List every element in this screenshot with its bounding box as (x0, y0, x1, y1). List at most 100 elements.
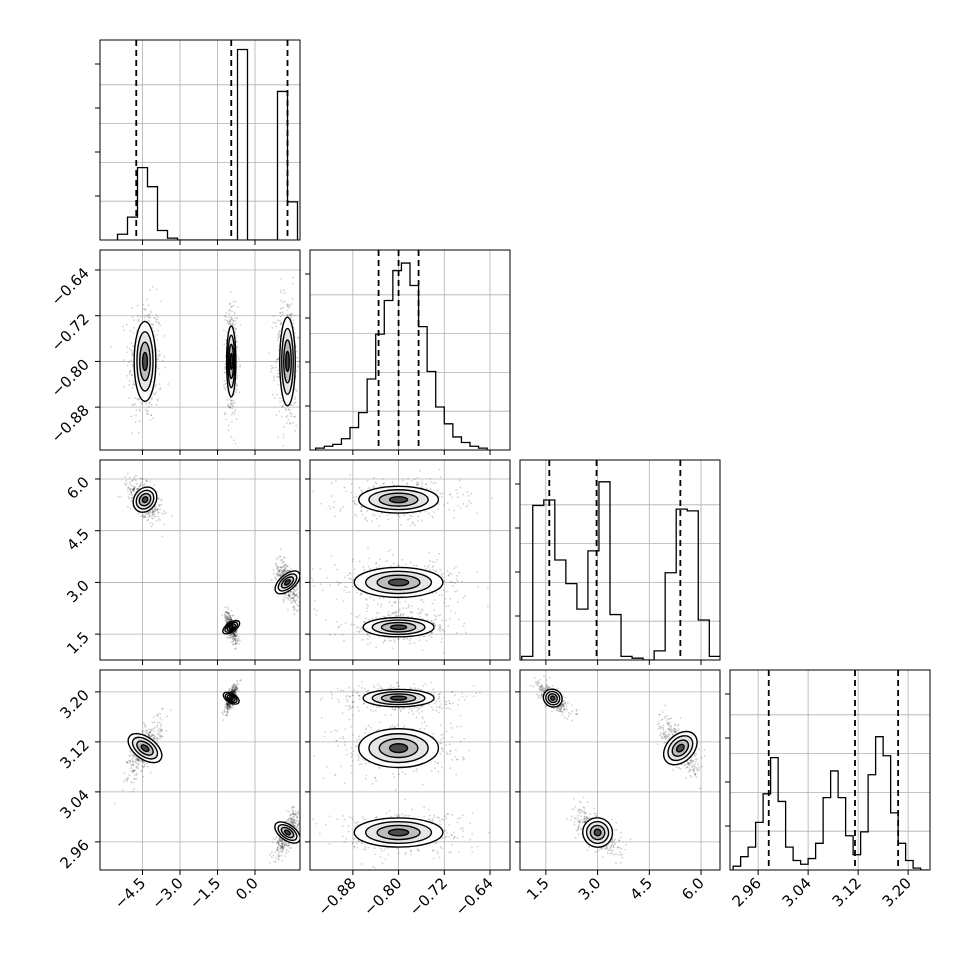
scatter-point (285, 422, 288, 424)
scatter-point (135, 774, 138, 776)
scatter-point (276, 565, 279, 568)
scatter-point (270, 370, 272, 373)
scatter-point (235, 630, 238, 633)
scatter-point (231, 684, 234, 687)
scatter-point (225, 611, 228, 614)
scatter-point (122, 325, 125, 328)
scatter-point (391, 647, 394, 649)
scatter-point (296, 390, 299, 393)
scatter-point (149, 731, 152, 734)
scatter-point (378, 767, 381, 770)
scatter-point (139, 485, 142, 488)
scatter-point (343, 782, 346, 785)
y-tick-label: 3.0 (63, 577, 93, 607)
scatter-point (125, 760, 128, 763)
scatter-point (291, 601, 293, 604)
scatter-point (366, 633, 369, 635)
scatter-point (295, 827, 298, 829)
scatter-point (271, 841, 274, 843)
scatter-point (224, 367, 226, 370)
scatter-point (131, 770, 134, 773)
scatter-point (145, 409, 148, 412)
scatter-point (287, 597, 290, 600)
scatter-point (281, 850, 283, 852)
scatter-point (230, 317, 233, 320)
scatter-point (400, 523, 402, 526)
scatter-point (438, 594, 441, 596)
scatter-point (230, 306, 232, 308)
scatter-point (234, 688, 236, 691)
scatter-point (450, 726, 453, 729)
scatter-point (136, 757, 139, 760)
scatter-point (135, 414, 137, 417)
scatter-point (355, 591, 358, 594)
scatter-point (375, 729, 378, 732)
scatter-point (290, 817, 293, 820)
scatter-point (155, 403, 158, 406)
scatter-point (440, 641, 443, 644)
scatter-point (294, 388, 297, 391)
scatter-point (404, 621, 407, 624)
scatter-point (302, 597, 304, 599)
scatter-point (126, 351, 128, 354)
scatter-point (294, 415, 297, 418)
scatter-point (227, 424, 230, 427)
scatter-point (293, 813, 296, 816)
scatter-point (387, 640, 390, 642)
scatter-point (229, 704, 231, 707)
scatter-point (128, 754, 131, 757)
scatter-point (290, 314, 293, 317)
scatter-point (434, 767, 436, 770)
scatter-point (296, 825, 298, 828)
scatter-point (233, 637, 236, 640)
scatter-point (346, 753, 348, 756)
scatter-point (358, 486, 361, 489)
scatter-point (393, 638, 395, 641)
scatter-point (133, 475, 136, 478)
scatter-point (156, 739, 158, 742)
scatter-point (281, 851, 284, 853)
scatter-point (432, 622, 435, 625)
scatter-point (409, 524, 412, 527)
scatter-point (272, 376, 275, 379)
scatter-point (158, 721, 161, 724)
scatter-point (289, 315, 292, 317)
scatter-point (134, 384, 136, 386)
scatter-point (348, 578, 351, 580)
scatter-point (155, 288, 158, 291)
scatter-point (270, 851, 273, 854)
scatter-point (226, 703, 229, 706)
scatter-point (387, 613, 390, 616)
scatter-point (232, 614, 235, 617)
scatter-point (409, 642, 412, 645)
scatter-point (397, 563, 399, 566)
scatter-point (383, 616, 386, 619)
scatter-point (354, 513, 356, 516)
scatter-point (286, 309, 289, 312)
panel-frame (99, 39, 301, 241)
scatter-point (270, 365, 273, 367)
scatter-point (384, 640, 386, 642)
scatter-point (233, 690, 236, 693)
scatter-point (296, 604, 299, 606)
scatter-point (229, 616, 231, 619)
scatter-point (283, 845, 286, 847)
scatter-point (290, 597, 292, 600)
scatter-point (301, 811, 303, 813)
scatter-point (131, 494, 133, 497)
scatter-point (236, 687, 239, 690)
scatter-point (153, 392, 155, 395)
scatter-point (455, 773, 458, 776)
scatter-point (230, 634, 233, 637)
scatter-point (297, 810, 300, 813)
scatter-point (140, 515, 143, 518)
scatter-point (462, 758, 465, 761)
scatter-point (426, 566, 429, 569)
scatter-point (226, 704, 228, 706)
scatter-point (282, 596, 285, 598)
scatter-point (285, 564, 288, 567)
scatter-point (226, 714, 229, 717)
scatter-point (124, 476, 127, 478)
scatter-point (437, 614, 440, 617)
scatter-point (436, 508, 439, 511)
